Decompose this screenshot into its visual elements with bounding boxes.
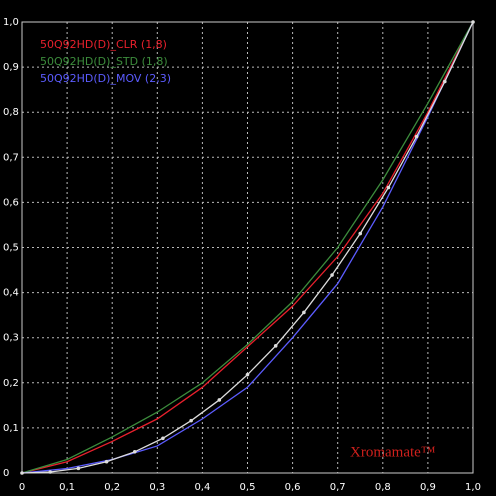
x-tick-label: 0,6 <box>285 482 301 493</box>
series-line <box>21 21 474 474</box>
y-tick-label: 0,7 <box>3 152 19 163</box>
y-tick-label: 0 <box>3 468 9 479</box>
point <box>471 20 475 24</box>
plot-frame <box>21 21 474 474</box>
watermark: Xromamate™ <box>350 444 436 460</box>
y-tick-label: 0,9 <box>3 62 19 73</box>
point <box>189 418 193 423</box>
x-tick-label: 1,0 <box>465 482 481 493</box>
legend-label: 50Q92HD(D)_STD (1,8) <box>40 55 168 68</box>
point <box>132 450 137 454</box>
point <box>245 372 250 377</box>
x-tick-label: 0,9 <box>420 482 436 493</box>
point <box>302 310 306 315</box>
point <box>273 344 278 348</box>
point <box>48 470 52 474</box>
point <box>104 459 109 464</box>
y-tick-label: 1,0 <box>3 17 19 28</box>
point <box>161 436 165 441</box>
series-line <box>21 21 474 474</box>
x-tick-label: 0,2 <box>104 482 120 493</box>
x-tick-label: 0,3 <box>149 482 165 493</box>
legend-label: 50Q92HD(D)_MOV (2,3) <box>40 72 171 85</box>
point <box>443 79 447 84</box>
y-tick-label: 0,2 <box>3 378 19 389</box>
legend-label: 50Q92HD(D)_CLR (1,8) <box>40 38 167 51</box>
point <box>330 273 334 277</box>
point <box>386 185 391 190</box>
point <box>217 398 222 402</box>
y-tick-label: 0,5 <box>3 243 19 254</box>
y-tick-label: 0,4 <box>3 288 19 299</box>
x-tick-label: 0,1 <box>59 482 75 493</box>
y-tick-label: 0,8 <box>3 107 19 118</box>
point <box>20 471 24 475</box>
x-tick-label: 0,8 <box>375 482 391 493</box>
point <box>414 134 419 139</box>
y-tick-label: 0,6 <box>3 197 19 208</box>
point <box>76 466 81 471</box>
series-line <box>21 21 474 474</box>
x-tick-label: 0,7 <box>330 482 346 493</box>
x-tick-label: 0,5 <box>240 482 256 493</box>
x-tick-label: 0,4 <box>194 482 210 493</box>
point <box>358 231 363 236</box>
x-tick-label: 0 <box>19 482 25 493</box>
y-tick-label: 0,1 <box>3 423 19 434</box>
y-tick-label: 0,3 <box>3 333 19 344</box>
